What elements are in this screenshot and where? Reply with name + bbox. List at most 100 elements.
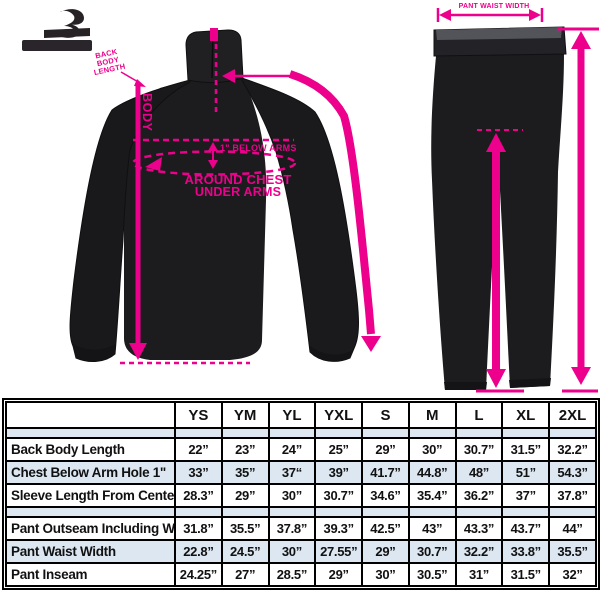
- around-chest-label-line1: AROUND CHEST: [184, 172, 292, 187]
- pant-waist-label: PANT WAIST WIDTH: [458, 3, 530, 10]
- size-cell: 29”: [314, 562, 364, 587]
- size-cell: 30”: [267, 483, 317, 508]
- size-table-body: Back Body Length 22” 23” 24” 25” 29” 30” 30.7” 3…: [5, 427, 597, 587]
- size-cell: 33.8”: [501, 539, 551, 564]
- spacer-row: [5, 506, 597, 518]
- size-column-header: YS: [174, 401, 223, 429]
- size-table-corner: [5, 401, 176, 429]
- size-cell: 22”: [174, 437, 223, 462]
- size-cell: 44.8”: [407, 460, 457, 485]
- size-cell: 30”: [407, 437, 457, 462]
- size-cell: 29”: [361, 539, 410, 564]
- size-cell: 35.4”: [407, 483, 457, 508]
- around-chest-label-line2: UNDER ARMS: [194, 185, 282, 199]
- size-cell: 39.3”: [314, 516, 364, 541]
- size-cell: 27”: [220, 562, 270, 587]
- size-cell: 43”: [407, 516, 457, 541]
- size-column-header: S: [361, 401, 410, 429]
- size-cell: 27.55”: [314, 539, 364, 564]
- size-cell: 39”: [314, 460, 364, 485]
- size-cell: 43.7”: [501, 516, 551, 541]
- size-cell: 37.8”: [548, 483, 597, 508]
- size-cell: 30”: [267, 539, 317, 564]
- size-cell: 25”: [314, 437, 364, 462]
- outseam-line: [557, 27, 599, 393]
- back-body-note-arrow: [120, 71, 146, 87]
- size-cell: 44”: [548, 516, 597, 541]
- size-cell: 35.5”: [548, 539, 597, 564]
- garment-diagram: [22, 8, 599, 393]
- size-column-header: M: [407, 401, 457, 429]
- size-cell: 28.5”: [267, 562, 317, 587]
- jacket-illustration: [69, 29, 359, 362]
- table-row: Pant Waist Width 22.8” 24.5” 30” 27.55” 29” 30…: [5, 539, 597, 564]
- size-row-label: Chest Below Arm Hole 1": [5, 460, 176, 485]
- size-cell: 36.2”: [454, 483, 504, 508]
- size-cell: 35”: [220, 460, 270, 485]
- size-column-header: 2XL: [548, 401, 597, 429]
- sleeve-length-line: [222, 69, 381, 352]
- size-cell: 24.25”: [174, 562, 223, 587]
- size-column-header: YXL: [314, 401, 364, 429]
- size-row-label: Pant Inseam: [5, 562, 176, 587]
- waist-width-line: [436, 8, 544, 22]
- size-row-label: Back Body Length: [5, 437, 176, 462]
- table-row: Chest Below Arm Hole 1" 33” 35” 37“ 39” 41.7”…: [5, 460, 597, 485]
- size-cell: 41.7”: [361, 460, 410, 485]
- body-length-line: [120, 84, 250, 365]
- size-cell: 33”: [174, 460, 223, 485]
- below-arms-arrow: [208, 142, 218, 169]
- size-table: YS YM YL YXL S M L XL 2XL Back Body Length 22” 23”…: [5, 401, 597, 587]
- size-cell: 31.5”: [501, 562, 551, 587]
- size-row-label: Pant Outseam Including Waist: [5, 516, 176, 541]
- size-cell: 32.2”: [454, 539, 504, 564]
- size-cell: 32”: [548, 562, 597, 587]
- size-row-label: Sleeve Length From Center Back: [5, 483, 176, 508]
- size-cell: 30”: [361, 562, 410, 587]
- size-column-header: L: [454, 401, 504, 429]
- inseam-line: [476, 133, 524, 393]
- size-cell: 29”: [220, 483, 270, 508]
- size-cell: 51”: [501, 460, 551, 485]
- size-cell: 37”: [501, 483, 551, 508]
- size-cell: 22.8”: [174, 539, 223, 564]
- size-row-label: Pant Waist Width: [5, 539, 176, 564]
- size-cell: 24”: [267, 437, 317, 462]
- table-row: Pant Inseam 24.25” 27” 28.5” 29” 30” 30.5” 31” 3…: [5, 562, 597, 587]
- size-cell: 35.5”: [220, 516, 270, 541]
- size-cell: 32.2”: [548, 437, 597, 462]
- size-cell: 37“: [267, 460, 317, 485]
- size-cell: 30.7”: [314, 483, 364, 508]
- size-column-header: YM: [220, 401, 270, 429]
- size-cell: 31”: [454, 562, 504, 587]
- size-cell: 30.5”: [407, 562, 457, 587]
- spacer-row: [5, 427, 597, 439]
- size-column-header: YL: [267, 401, 317, 429]
- brand-logo: [22, 9, 92, 51]
- pants-illustration: [431, 26, 567, 390]
- size-cell: 31.5”: [501, 437, 551, 462]
- table-row: Back Body Length 22” 23” 24” 25” 29” 30” 30.7” 3…: [5, 437, 597, 462]
- size-cell: 30.7”: [454, 437, 504, 462]
- center-back-tick: [210, 28, 218, 41]
- size-cell: 28.3”: [174, 483, 223, 508]
- around-chest-ellipse: [131, 150, 297, 176]
- size-cell: 31.8”: [174, 516, 223, 541]
- size-cell: 30.7”: [407, 539, 457, 564]
- size-cell: 23”: [220, 437, 270, 462]
- size-column-header: XL: [501, 401, 551, 429]
- table-row: Sleeve Length From Center Back28.3”29”30…: [5, 483, 597, 508]
- size-cell: 29”: [361, 437, 410, 462]
- size-table-wrap: YS YM YL YXL S M L XL 2XL Back Body Length 22” 23”…: [2, 398, 600, 590]
- body-length-label: BODY: [140, 93, 154, 132]
- size-cell: 48”: [454, 460, 504, 485]
- size-cell: 34.6”: [361, 483, 410, 508]
- table-row: Pant Outseam Including Waist31.8”35.5”37…: [5, 516, 597, 541]
- size-cell: 54.3”: [548, 460, 597, 485]
- size-table-head: YS YM YL YXL S M L XL 2XL: [5, 401, 597, 429]
- size-cell: 42.5”: [361, 516, 410, 541]
- below-arms-label: 1" BELOW ARMS: [220, 143, 297, 153]
- size-cell: 37.8”: [267, 516, 317, 541]
- size-cell: 43.3”: [454, 516, 504, 541]
